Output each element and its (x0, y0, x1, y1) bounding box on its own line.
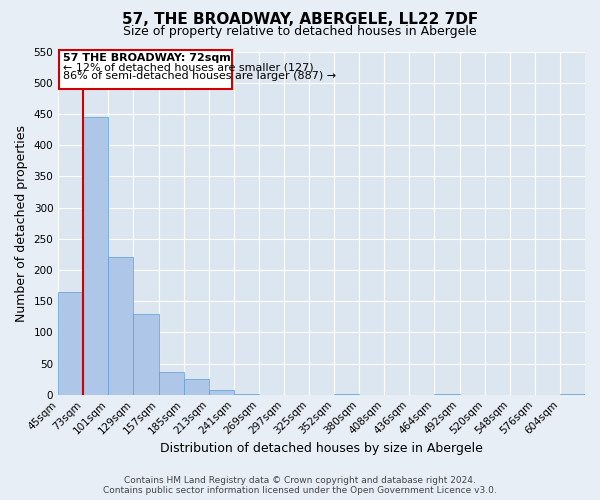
Y-axis label: Number of detached properties: Number of detached properties (15, 124, 28, 322)
Text: 57 THE BROADWAY: 72sqm: 57 THE BROADWAY: 72sqm (62, 52, 230, 62)
FancyBboxPatch shape (59, 50, 232, 89)
Bar (133, 314, 158, 394)
Text: Size of property relative to detached houses in Abergele: Size of property relative to detached ho… (123, 25, 477, 38)
Text: 86% of semi-detached houses are larger (887) →: 86% of semi-detached houses are larger (… (62, 72, 336, 82)
X-axis label: Distribution of detached houses by size in Abergele: Distribution of detached houses by size … (160, 442, 483, 455)
Text: ← 12% of detached houses are smaller (127): ← 12% of detached houses are smaller (12… (62, 62, 313, 72)
Bar (58, 292, 83, 394)
Bar (184, 379, 209, 394)
Bar (83, 117, 109, 394)
Text: 57, THE BROADWAY, ABERGELE, LL22 7DF: 57, THE BROADWAY, ABERGELE, LL22 7DF (122, 12, 478, 28)
Bar (209, 390, 234, 394)
Bar (109, 258, 133, 394)
Text: Contains HM Land Registry data © Crown copyright and database right 2024.
Contai: Contains HM Land Registry data © Crown c… (103, 476, 497, 495)
Bar (158, 372, 184, 394)
